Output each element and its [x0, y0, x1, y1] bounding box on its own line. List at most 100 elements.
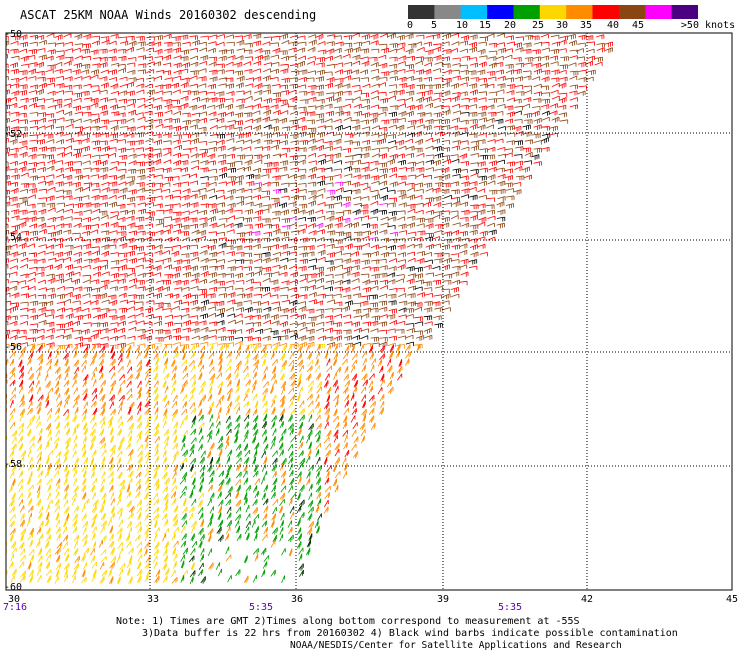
wind-barb [162, 286, 170, 292]
wind-barb [153, 352, 159, 360]
wind-barb [56, 223, 65, 229]
wind-barb [110, 211, 119, 216]
wind-barb [271, 301, 280, 306]
wind-barb [55, 350, 60, 359]
wind-barb [342, 53, 351, 59]
wind-barb [308, 194, 317, 201]
wind-barb [198, 484, 203, 493]
wind-barb [126, 491, 131, 499]
wind-barb [63, 229, 72, 235]
wind-barb [18, 104, 27, 110]
wind-barb [172, 561, 177, 569]
wind-barb [64, 174, 73, 181]
wind-barb [315, 76, 324, 82]
wind-barb [81, 63, 91, 69]
wind-barb [20, 293, 29, 299]
wind-barb [65, 313, 74, 320]
wind-barb [254, 266, 263, 272]
wind-barb [100, 328, 109, 334]
wind-barb [127, 98, 136, 104]
wind-barb [281, 299, 290, 305]
wind-barb [305, 209, 314, 216]
wind-barb [235, 406, 240, 415]
wind-barb [73, 306, 82, 313]
wind-barb [308, 166, 317, 173]
wind-barb [343, 90, 352, 96]
wind-barb [380, 251, 389, 258]
wind-barb [9, 533, 14, 542]
wind-barb [495, 111, 504, 116]
wind-barb [38, 146, 47, 152]
wind-barb [109, 401, 114, 409]
wind-barb [234, 35, 243, 40]
wind-barb [425, 119, 434, 125]
wind-barb [315, 477, 321, 485]
wind-barb [145, 47, 154, 52]
wind-barb [287, 307, 296, 314]
wind-barb [191, 379, 196, 388]
wind-barb [551, 95, 560, 100]
wind-barb [226, 162, 235, 168]
wind-barb [271, 421, 275, 430]
wind-barb [101, 499, 106, 507]
wind-barb [182, 90, 191, 95]
wind-barb [1, 415, 5, 422]
wind-barb [317, 188, 326, 193]
wind-barb [152, 555, 158, 563]
wind-barb [271, 62, 280, 67]
wind-barb [162, 420, 167, 429]
wind-barb [306, 245, 315, 251]
wind-barb [289, 322, 299, 327]
wind-barb [65, 286, 74, 292]
wind-barb [90, 85, 100, 90]
wind-barb [504, 54, 513, 60]
wind-barb [200, 450, 206, 458]
wind-barb [9, 485, 13, 493]
wind-barb [245, 408, 251, 416]
wind-barb [110, 512, 115, 520]
wind-barb [117, 415, 122, 423]
wind-barb [45, 505, 50, 513]
wind-barb [217, 491, 222, 499]
wind-barb [144, 428, 150, 436]
wind-barb [362, 413, 366, 422]
wind-barb [116, 428, 122, 437]
wind-barb [56, 533, 61, 541]
wind-barb [153, 429, 159, 437]
wind-barb [117, 315, 126, 321]
wind-barb [109, 133, 118, 139]
wind-barb [215, 421, 221, 429]
wind-barb [531, 35, 540, 41]
wind-barb [92, 492, 96, 500]
wind-barb [577, 61, 587, 68]
wind-barb [81, 307, 90, 313]
wind-barb [468, 265, 478, 270]
wind-barb [317, 41, 326, 46]
wind-barb [64, 76, 73, 82]
wind-barb [190, 61, 199, 67]
wind-barb [270, 569, 276, 577]
wind-barb [306, 322, 315, 327]
wind-barb [378, 258, 387, 264]
wind-barb [218, 394, 225, 402]
wind-barb [468, 259, 478, 265]
wind-barb [407, 194, 415, 201]
wind-barb [470, 168, 479, 174]
wind-barb [27, 203, 36, 209]
wind-barb [74, 540, 78, 549]
wind-barb [101, 456, 105, 465]
wind-barb [27, 449, 32, 458]
wind-barb [91, 394, 97, 402]
wind-barb [478, 41, 487, 46]
wind-barb [398, 111, 407, 117]
wind-barb [252, 321, 262, 327]
wind-barb [469, 215, 478, 221]
wind-barb [513, 42, 522, 48]
wind-barb [434, 252, 443, 258]
scale-label: 5 [430, 20, 438, 31]
wind-barb [326, 230, 336, 236]
wind-barb [99, 140, 108, 146]
wind-barb [442, 159, 451, 165]
wind-barb [317, 202, 326, 207]
wind-barb [55, 344, 62, 352]
